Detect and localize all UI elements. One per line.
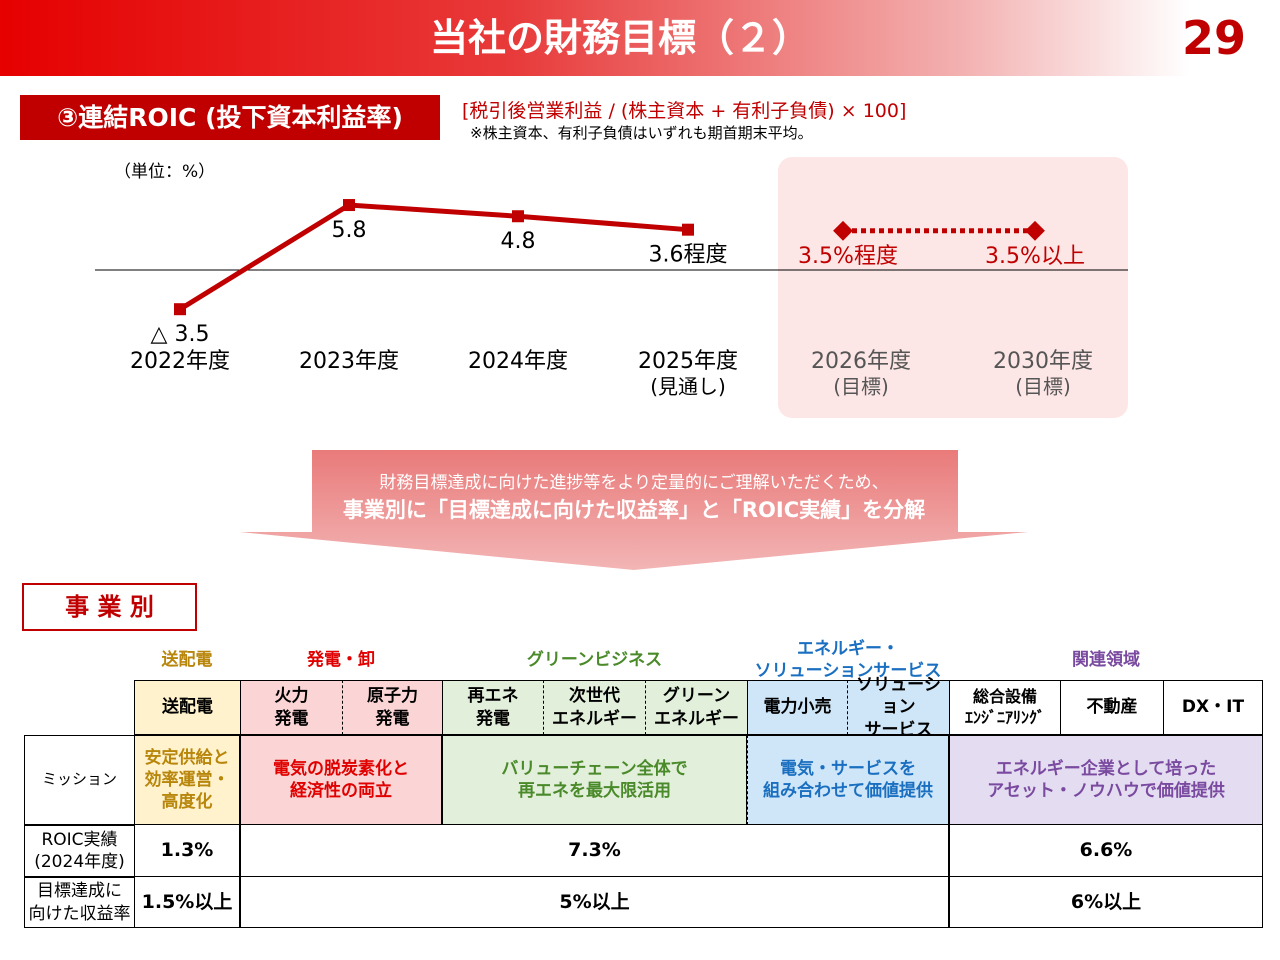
value-label: 4.8	[501, 229, 536, 254]
column-header: 送配電	[134, 680, 240, 735]
group-label: 送配電	[161, 649, 213, 670]
roic-label: ③連結ROIC (投下資本利益率)	[20, 95, 440, 140]
page-number: 29	[1181, 11, 1246, 65]
x-tick-label: 2026年度	[811, 349, 911, 374]
value-cell: 7.3%	[240, 825, 949, 877]
value-cell: 6.6%	[949, 825, 1263, 877]
x-tick-sublabel: (目標)	[1015, 375, 1071, 399]
column-header: DX・IT	[1163, 680, 1263, 735]
group-label: グリーンビジネス	[526, 649, 663, 670]
group-label: 発電・卸	[307, 649, 375, 670]
title: 当社の財務目標（２）	[429, 16, 810, 60]
value-cell: 6%以上	[949, 877, 1263, 928]
value-label: 3.5%程度	[798, 244, 898, 269]
marker	[343, 199, 355, 212]
group-label: エネルギー・ ソリューションサービス	[754, 638, 942, 681]
group-label: 関連領域	[1072, 649, 1140, 670]
mission-cell: エネルギー企業として培った アセット・ノウハウで価値提供	[949, 735, 1263, 825]
unit: （単位：%）	[114, 162, 216, 182]
marker	[174, 303, 186, 316]
row-label: ROIC実績 (2024年度)	[24, 825, 134, 877]
mission-cell: 電気の脱炭素化と 経済性の両立	[240, 735, 442, 825]
column-header: ソリューション サービス	[847, 675, 949, 740]
section-label: 事 業 別	[22, 583, 197, 631]
x-tick-sublabel: (見通し)	[650, 375, 726, 399]
x-tick-label: 2022年度	[130, 349, 230, 374]
value-label: 3.5%以上	[985, 244, 1085, 269]
value-cell: 5%以上	[240, 877, 949, 928]
mission-cell: 電気・サービスを 組み合わせて価値提供	[747, 735, 949, 825]
marker	[512, 210, 524, 223]
x-tick-label: 2023年度	[299, 349, 399, 374]
column-header: 再エネ 発電	[442, 680, 543, 735]
x-tick-label: 2030年度	[993, 349, 1093, 374]
target-panel	[778, 157, 1128, 418]
value-label: 5.8	[332, 218, 367, 243]
marker	[1025, 220, 1045, 241]
banner-arrow	[240, 450, 1028, 570]
mission-cell: 安定供給と 効率運営・ 高度化	[134, 735, 240, 825]
value-cell: 1.5%以上	[134, 877, 240, 928]
banner-text: 財務目標達成に向けた進捗等をより定量的にご理解いただくため、	[379, 473, 889, 493]
column-header: 原子力 発電	[342, 680, 442, 735]
x-tick-label: 2024年度	[468, 349, 568, 374]
marker	[682, 223, 694, 236]
column-header: 電力小売	[747, 680, 847, 735]
value-label: △ 3.5	[151, 322, 210, 347]
x-tick-sublabel: (目標)	[833, 375, 889, 399]
formula: [税引後営業利益 / (株主資本 + 有利子負債) × 100]	[462, 100, 907, 122]
row-label: 目標達成に 向けた収益率	[24, 877, 134, 928]
column-header: 次世代 エネルギー	[543, 680, 645, 735]
column-header: 不動産	[1060, 680, 1163, 735]
x-tick-label: 2025年度	[638, 349, 738, 374]
banner-text: 事業別に「目標達成に向けた収益率」と「ROIC実績」を分解	[342, 498, 926, 522]
column-header: 火力 発電	[240, 680, 342, 735]
column-header: グリーン エネルギー	[645, 680, 747, 735]
column-header: 総合設備 ｴﾝｼﾞﾆｱﾘﾝｸﾞ	[949, 680, 1060, 735]
mission-cell: バリューチェーン全体で 再エネを最大限活用	[442, 735, 747, 825]
value-cell: 1.3%	[134, 825, 240, 877]
header-bar	[0, 0, 1280, 76]
note: ※株主資本、有利子負債はいずれも期首期末平均。	[470, 124, 813, 142]
series-line	[178, 202, 689, 312]
value-label: 3.6程度	[649, 243, 728, 268]
row-label: ミッション	[24, 735, 134, 825]
